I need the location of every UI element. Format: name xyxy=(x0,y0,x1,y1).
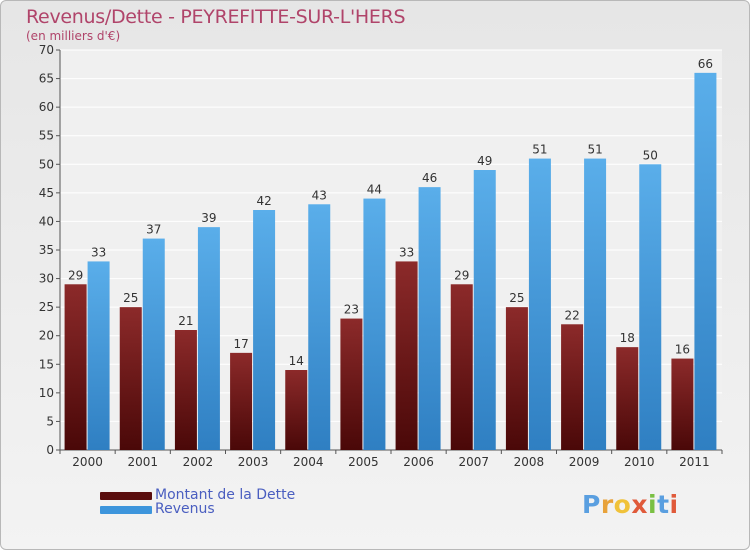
y-tick-label: 55 xyxy=(39,129,54,143)
data-label-dette: 23 xyxy=(344,303,359,317)
data-label-revenus: 66 xyxy=(698,57,713,71)
x-tick-label: 2005 xyxy=(348,455,379,469)
bar-dette xyxy=(340,318,363,450)
y-tick-label: 30 xyxy=(39,272,54,286)
x-tick-label: 2000 xyxy=(72,455,103,469)
data-label-dette: 29 xyxy=(68,268,83,282)
bar-revenus xyxy=(694,72,717,450)
grid-layer: 0 5 10 15 20 25 30 35 40 45 50 55 60 65 70 xyxy=(39,43,723,457)
legend-label-revenus: Revenus xyxy=(155,501,215,517)
labels-layer: 2000 29 33 2001 25 37 2002 21 39 2003 17 42 2004 14 43… xyxy=(68,57,713,469)
bar-revenus xyxy=(87,261,110,450)
data-label-revenus: 51 xyxy=(587,143,602,157)
data-label-revenus: 43 xyxy=(312,188,327,202)
data-label-dette: 33 xyxy=(399,245,414,259)
y-tick-label: 5 xyxy=(46,414,54,428)
y-tick-label: 50 xyxy=(39,157,54,171)
bar-dette xyxy=(450,284,473,450)
y-tick-label: 70 xyxy=(39,43,54,57)
legend-label-dette: Montant de la Dette xyxy=(155,487,296,503)
bar-dette xyxy=(395,261,418,450)
bar-dette xyxy=(230,352,253,450)
x-tick-label: 2011 xyxy=(679,455,710,469)
y-tick-label: 15 xyxy=(39,357,54,371)
bar-revenus xyxy=(363,198,386,450)
x-tick-label: 2002 xyxy=(183,455,214,469)
x-tick-label: 2008 xyxy=(514,455,545,469)
x-tick-label: 2007 xyxy=(458,455,489,469)
y-tick-label: 20 xyxy=(39,329,54,343)
data-label-revenus: 51 xyxy=(532,143,547,157)
data-label-dette: 29 xyxy=(454,268,469,282)
data-label-revenus: 46 xyxy=(422,171,437,185)
legend-swatch-dette xyxy=(100,492,152,500)
bar-dette xyxy=(671,358,694,450)
bar-revenus xyxy=(528,158,551,451)
y-tick-label: 45 xyxy=(39,186,54,200)
bar-revenus xyxy=(197,227,220,450)
bar-revenus xyxy=(584,158,607,451)
bar-dette xyxy=(174,330,197,450)
data-label-revenus: 37 xyxy=(146,223,161,237)
y-tick-label: 60 xyxy=(39,100,54,114)
data-label-dette: 25 xyxy=(123,291,138,305)
x-tick-label: 2010 xyxy=(624,455,655,469)
data-label-dette: 18 xyxy=(620,331,635,345)
y-tick-label: 0 xyxy=(46,443,54,457)
data-label-revenus: 44 xyxy=(367,183,382,197)
bar-revenus xyxy=(142,238,165,450)
chart-title: Revenus/Dette - PEYREFITTE-SUR-L'HERS xyxy=(26,6,406,28)
bar-dette xyxy=(616,347,639,450)
data-label-revenus: 49 xyxy=(477,154,492,168)
x-tick-label: 2006 xyxy=(403,455,434,469)
data-label-dette: 17 xyxy=(233,337,248,351)
data-label-revenus: 42 xyxy=(256,194,271,208)
x-tick-label: 2004 xyxy=(293,455,324,469)
data-label-dette: 21 xyxy=(178,314,193,328)
bars-layer xyxy=(64,72,717,451)
data-label-revenus: 33 xyxy=(91,245,106,259)
bar-dette xyxy=(561,324,584,450)
data-label-dette: 14 xyxy=(289,354,304,368)
bar-revenus xyxy=(473,170,496,450)
y-tick-label: 65 xyxy=(39,72,54,86)
y-tick-label: 35 xyxy=(39,243,54,257)
legend-swatch-revenus xyxy=(100,506,152,514)
data-label-revenus: 39 xyxy=(201,211,216,225)
data-label-revenus: 50 xyxy=(643,148,658,162)
x-tick-label: 2009 xyxy=(569,455,600,469)
bar-revenus xyxy=(639,164,662,451)
bar-revenus xyxy=(253,210,276,450)
bar-dette xyxy=(285,370,308,450)
y-tick-label: 40 xyxy=(39,214,54,228)
bar-dette xyxy=(505,307,528,450)
x-tick-label: 2001 xyxy=(127,455,158,469)
chart-subtitle: (en milliers d'€) xyxy=(26,29,121,43)
data-label-dette: 22 xyxy=(564,308,579,322)
bar-revenus xyxy=(308,204,331,450)
data-label-dette: 25 xyxy=(509,291,524,305)
y-tick-label: 10 xyxy=(39,386,54,400)
proxiti-logo: Proxiti xyxy=(582,490,679,519)
y-tick-label: 25 xyxy=(39,300,54,314)
data-label-dette: 16 xyxy=(675,343,690,357)
bar-dette xyxy=(64,284,87,450)
bar-dette xyxy=(119,307,142,450)
x-tick-label: 2003 xyxy=(238,455,269,469)
bar-revenus xyxy=(418,187,441,450)
